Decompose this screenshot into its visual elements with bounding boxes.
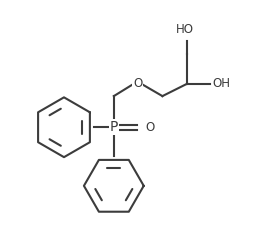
Text: HO: HO	[176, 23, 194, 36]
Text: O: O	[133, 77, 142, 90]
Text: O: O	[146, 121, 155, 134]
Text: OH: OH	[212, 77, 230, 90]
Text: P: P	[110, 120, 118, 134]
